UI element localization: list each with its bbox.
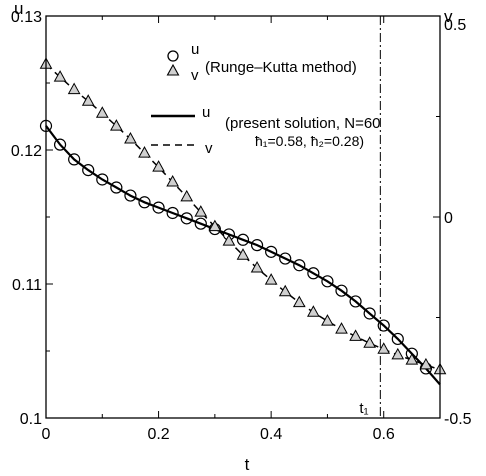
v-rk-point <box>194 205 208 217</box>
v-rk-point <box>292 295 306 308</box>
v-rk-point <box>208 219 222 232</box>
legend: u v (Runge–Kutta method) u v (present so… <box>151 41 381 157</box>
v-rk-point <box>278 284 292 297</box>
u-rk-point <box>279 252 292 265</box>
marker-layer: t₁ <box>359 16 381 418</box>
y-left-tick-label: 0.13 <box>11 9 42 26</box>
x-tick-label: 0 <box>42 426 51 443</box>
v-rk-point <box>53 70 67 82</box>
v-rk-point <box>321 314 334 326</box>
v-rk-point <box>405 353 419 365</box>
y-right-tick-label: 0 <box>444 210 453 227</box>
v-rk-point <box>81 94 95 106</box>
u-rk-point <box>82 164 95 177</box>
u-rk-point <box>96 173 109 186</box>
y-left-tick-label: 0.12 <box>11 143 42 160</box>
v-rk-point <box>391 347 405 360</box>
legend-rk-text: (Runge–Kutta method) <box>205 59 357 76</box>
v-rk-point <box>67 82 81 95</box>
v-rk-point <box>236 248 250 260</box>
tick-layer: 0 0.2 0.4 0.6 0.1 0.11 0.12 0.13 -0.5 0 0.5 <box>11 9 472 443</box>
u-rk-point <box>124 189 137 202</box>
legend-present-text: (present solution, N=60 <box>225 115 381 132</box>
u-rk-point <box>321 275 334 288</box>
v-rk-point <box>222 234 236 246</box>
u-rk-point <box>349 295 362 308</box>
y-left-tick-label: 0.1 <box>20 411 42 428</box>
u-rk-point <box>53 138 67 151</box>
y-right-tick-label: -0.5 <box>444 411 472 428</box>
y-left-tick-label: 0.11 <box>12 277 42 294</box>
v-rk-point <box>335 322 348 334</box>
u-rk-point <box>138 196 151 209</box>
legend-sym-v-2: v <box>205 140 213 157</box>
v-rk-point <box>110 119 123 131</box>
legend-circle-marker <box>167 50 179 62</box>
u-rk-point <box>265 245 278 258</box>
u-rk-point <box>391 332 404 346</box>
v-rk-point <box>152 160 165 172</box>
u-rk-point <box>152 201 165 214</box>
v-rk-point <box>95 106 109 118</box>
u-rk-point <box>363 307 376 320</box>
x-axis-title: t <box>245 455 250 474</box>
legend-sym-v-1: v <box>191 67 199 84</box>
u-rk-point <box>236 233 250 246</box>
series-layer <box>39 57 447 386</box>
x-tick-label: 0.6 <box>373 426 395 443</box>
v-rk-point <box>180 189 194 202</box>
legend-sym-u-1: u <box>191 41 199 58</box>
v-rk-point <box>377 342 391 354</box>
v-rk-point <box>166 174 179 187</box>
u-rk-point <box>293 259 306 272</box>
u-rk-point <box>377 319 390 332</box>
u-rk-point <box>166 206 179 220</box>
u-rk-point <box>307 267 320 280</box>
v-rk-point <box>363 336 376 348</box>
v-rk-point <box>124 131 137 144</box>
x-tick-label: 0.2 <box>147 426 169 443</box>
v-rk-point <box>307 305 320 317</box>
x-tick-label: 0.4 <box>260 426 282 443</box>
u-rk-point <box>250 239 264 252</box>
u-rk-point <box>68 153 81 166</box>
v-rk-point <box>419 357 433 370</box>
v-rk-point <box>264 273 278 285</box>
legend-hbar-text: ħ₁=0.58, ħ₂=0.28) <box>255 133 364 149</box>
y-left-axis-title: u <box>14 0 23 18</box>
v-rk-point <box>138 146 151 158</box>
v-rk-point <box>349 329 362 341</box>
t1-marker-label: t₁ <box>359 400 368 417</box>
plot-frame <box>45 15 441 419</box>
u-rk-point <box>194 217 207 230</box>
u-rk-point <box>180 212 193 225</box>
y-right-axis-title: v <box>444 7 453 26</box>
u-rk-point <box>110 181 123 194</box>
v-rk-point <box>250 261 264 273</box>
legend-triangle-marker <box>166 63 180 76</box>
u-rk-point <box>335 284 348 297</box>
legend-sym-u-2: u <box>202 104 210 121</box>
y-right-tick-label: 0.5 <box>444 17 466 34</box>
